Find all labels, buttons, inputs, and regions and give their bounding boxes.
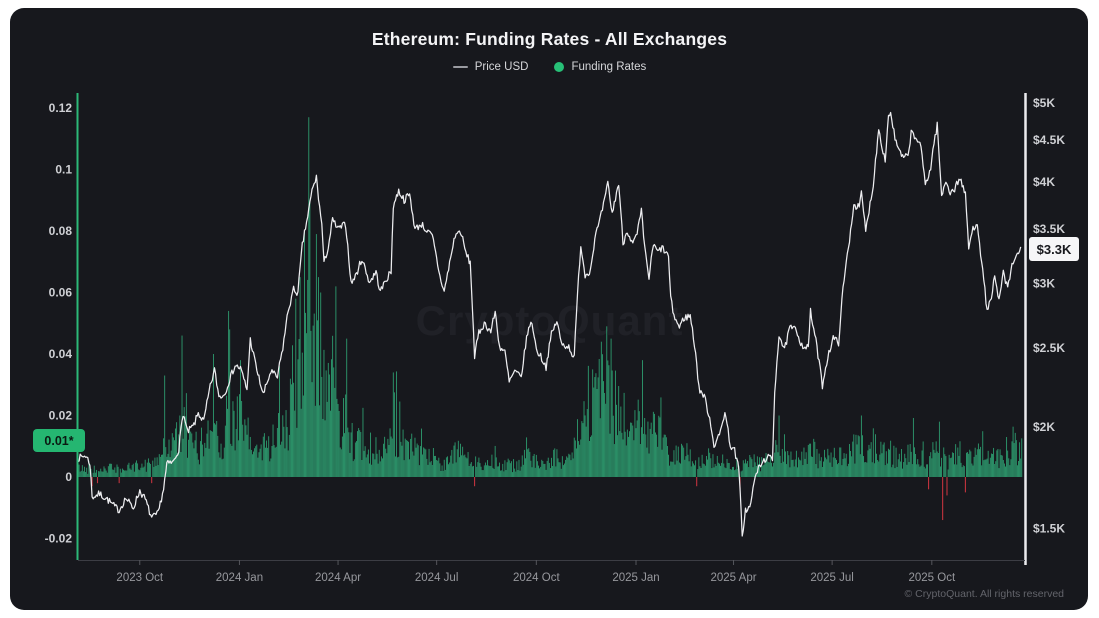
x-axis-tick-label: 2025 Jul [810, 572, 853, 584]
x-axis-tick-label: 2025 Jan [612, 572, 659, 584]
x-axis-tick-label: 2023 Oct [116, 572, 163, 584]
x-axis-tick-label: 2024 Jan [216, 572, 263, 584]
y-left-tick-label: 0.12 [49, 101, 73, 115]
funding-current-value-badge: 0.01* [33, 429, 85, 452]
legend: Price USD Funding Rates [0, 61, 1099, 73]
y-left-tick-label: 0.06 [49, 286, 73, 300]
y-left-tick-label: 0.08 [49, 224, 73, 238]
y-right-tick-label: $4K [1033, 175, 1055, 189]
funding-dot-marker-icon [554, 62, 565, 72]
watermark: CryptoQuant [415, 297, 684, 344]
price-line [77, 111, 1022, 537]
funding-rate-negative-bars [91, 477, 966, 521]
price-line-marker-icon [452, 66, 468, 68]
copyright-text: © CryptoQuant. All rights reserved [904, 588, 1064, 600]
price-current-value-badge: $3.3K [1029, 237, 1079, 261]
legend-label-funding-rates: Funding Rates [571, 61, 647, 73]
y-right-tick-label: $1.5K [1033, 522, 1065, 536]
y-left-tick-label: -0.02 [45, 532, 73, 546]
chart-panel [10, 8, 1088, 610]
y-right-tick-label: $4.5K [1033, 133, 1065, 147]
y-right-tick-label: $3.5K [1033, 222, 1065, 236]
y-right-tick-label: $2K [1033, 420, 1055, 434]
legend-item-funding-rates[interactable]: Funding Rates [554, 61, 646, 73]
x-axis-tick-label: 2024 Jul [415, 572, 458, 584]
legend-item-price-usd[interactable]: Price USD [452, 61, 529, 73]
y-left-tick-label: 0.1 [55, 163, 72, 177]
legend-label-price-usd: Price USD [474, 61, 529, 73]
y-right-tick-label: $5K [1033, 96, 1055, 110]
y-left-tick-label: 0 [65, 470, 72, 484]
x-axis-tick-label: 2025 Oct [908, 572, 955, 584]
funding-rate-bars [77, 117, 1023, 478]
y-right-tick-label: $2.5K [1033, 341, 1065, 355]
x-axis-tick-label: 2025 Apr [711, 572, 757, 584]
x-axis-tick-label: 2024 Apr [315, 572, 361, 584]
y-right-tick-label: $3K [1033, 277, 1055, 291]
chart-title: Ethereum: Funding Rates - All Exchanges [371, 29, 728, 49]
x-axis-tick-label: 2024 Oct [513, 572, 560, 584]
y-left-tick-label: 0.04 [49, 347, 73, 361]
y-left-tick-label: 0.02 [49, 409, 73, 423]
